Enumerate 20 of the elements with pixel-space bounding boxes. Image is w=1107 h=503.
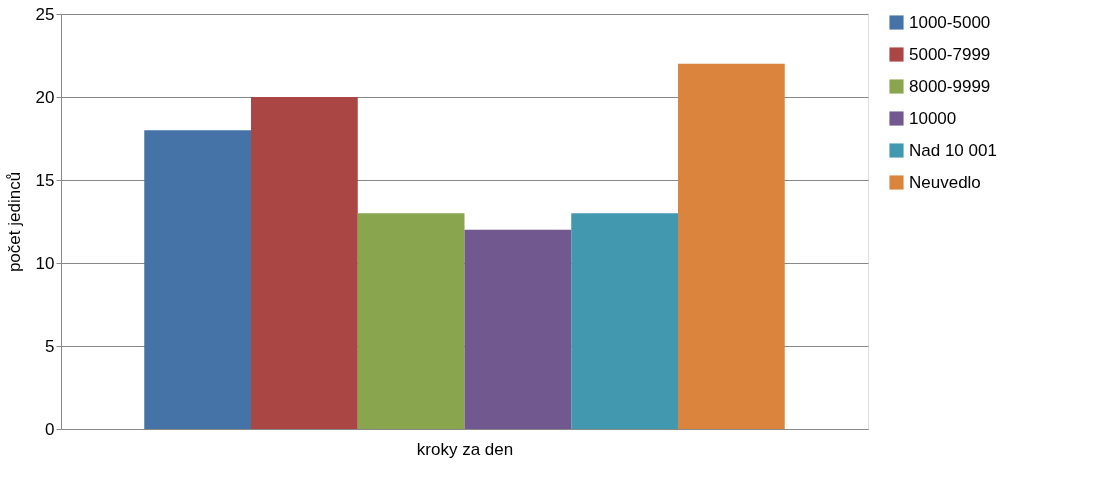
legend-label: 1000-5000 [909,12,991,32]
bar [144,130,252,429]
y-tick-label: 25 [35,4,55,24]
legend-label: 5000-7999 [909,44,991,64]
y-tick-label: 10 [35,253,55,273]
legend-label: Neuvedlo [909,172,981,192]
y-tick-label: 15 [35,170,55,190]
y-tick-label: 0 [45,419,55,439]
x-axis-title: kroky za den [416,439,514,459]
y-tick-label: 20 [35,87,55,107]
bar [464,229,572,429]
bar [251,97,358,429]
y-tick-label: 5 [45,336,55,356]
bar [357,213,465,429]
bar [677,63,785,429]
legend-label: 10000 [909,108,957,128]
bar [571,213,678,429]
y-axis-title: počet jedinců [4,171,24,273]
legend-label: Nad 10 001 [909,140,997,160]
legend-label: 8000-9999 [909,76,991,96]
